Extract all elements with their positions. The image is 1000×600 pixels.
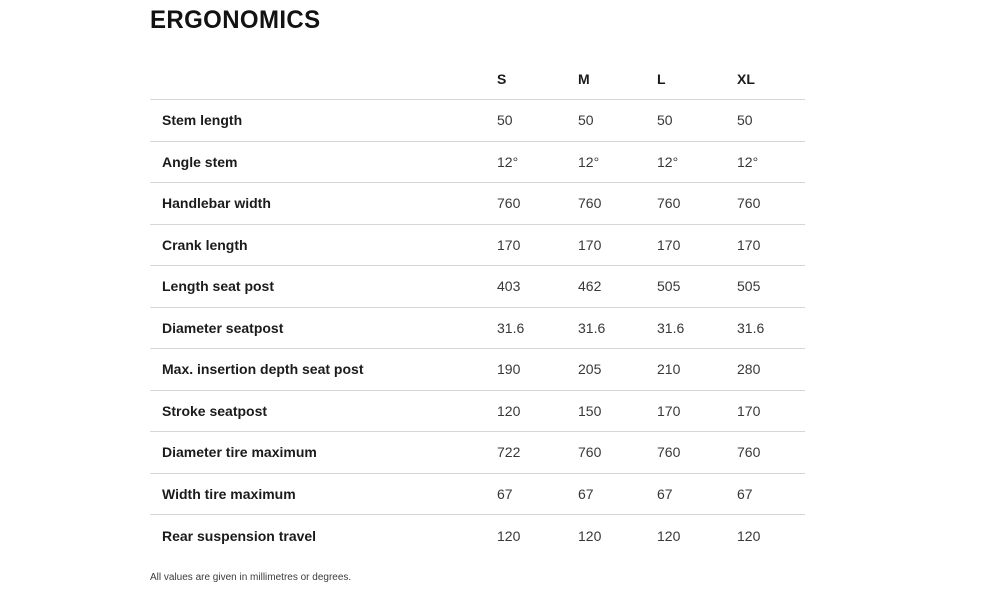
row-value-m: 120 <box>578 527 602 544</box>
row-value-xl: 120 <box>737 527 761 544</box>
row-value-l: 760 <box>657 444 681 461</box>
row-value-xl: 67 <box>737 485 753 502</box>
row-label: Rear suspension travel <box>162 527 317 544</box>
row-label: Max. insertion depth seat post <box>162 361 364 378</box>
ergonomics-table: S M L XL Stem length 50 50 50 50 Angle s… <box>150 34 805 557</box>
row-label: Angle stem <box>162 153 238 170</box>
row-value-l: 67 <box>657 485 673 502</box>
table-row: Diameter tire maximum 722 760 760 760 <box>150 432 805 474</box>
row-value-xl: 280 <box>737 361 761 378</box>
row-value-m: 31.6 <box>578 319 606 336</box>
row-value-xl: 31.6 <box>737 319 765 336</box>
table-row: Stroke seatpost 120 150 170 170 <box>150 391 805 432</box>
row-value-l: 210 <box>657 361 681 378</box>
table-row: Stem length 50 50 50 50 <box>150 100 805 142</box>
row-value-m: 170 <box>578 236 602 253</box>
row-value-m: 67 <box>578 485 594 502</box>
row-value-xl: 50 <box>737 112 753 129</box>
row-label: Crank length <box>162 236 248 253</box>
row-value-s: 50 <box>497 112 513 129</box>
row-value-m: 150 <box>578 402 602 419</box>
row-value-s: 31.6 <box>497 319 525 336</box>
row-value-s: 722 <box>497 444 521 461</box>
table-row: Max. insertion depth seat post 190 205 2… <box>150 349 805 391</box>
footnote: All values are given in millimetres or d… <box>150 571 352 583</box>
row-value-m: 50 <box>578 112 594 129</box>
row-value-m: 12° <box>578 153 600 170</box>
table-row: Length seat post 403 462 505 505 <box>150 266 805 308</box>
table-row: Diameter seatpost 31.6 31.6 31.6 31.6 <box>150 308 805 349</box>
row-value-l: 505 <box>657 278 681 295</box>
row-label: Handlebar width <box>162 195 271 212</box>
row-value-l: 31.6 <box>657 319 685 336</box>
row-value-xl: 170 <box>737 402 761 419</box>
row-label: Length seat post <box>162 278 275 295</box>
row-value-l: 170 <box>657 402 681 419</box>
table-row: Crank length 170 170 170 170 <box>150 225 805 266</box>
row-label: Stem length <box>162 112 243 129</box>
table-row: Rear suspension travel 120 120 120 120 <box>150 515 805 557</box>
page-title: ERGONOMICS <box>150 6 321 34</box>
table-row: Angle stem 12° 12° 12° 12° <box>150 142 805 183</box>
row-value-s: 120 <box>497 402 521 419</box>
row-value-m: 462 <box>578 278 602 295</box>
table-body: Stem length 50 50 50 50 Angle stem 12° 1… <box>150 100 805 557</box>
row-value-l: 170 <box>657 236 681 253</box>
row-value-s: 403 <box>497 278 521 295</box>
column-header-l: L <box>657 71 666 87</box>
row-label: Width tire maximum <box>162 485 296 502</box>
column-header-xl: XL <box>737 71 755 87</box>
row-value-s: 760 <box>497 195 521 212</box>
row-value-s: 170 <box>497 236 521 253</box>
column-header-m: M <box>578 71 590 87</box>
row-value-xl: 170 <box>737 236 761 253</box>
row-label: Diameter seatpost <box>162 319 284 336</box>
row-value-m: 760 <box>578 444 602 461</box>
row-value-l: 120 <box>657 527 681 544</box>
row-value-s: 190 <box>497 361 521 378</box>
row-label: Diameter tire maximum <box>162 444 317 461</box>
row-label: Stroke seatpost <box>162 402 268 419</box>
row-value-l: 50 <box>657 112 673 129</box>
table-row: Width tire maximum 67 67 67 67 <box>150 474 805 515</box>
row-value-xl: 505 <box>737 278 761 295</box>
row-value-xl: 760 <box>737 195 761 212</box>
row-value-m: 205 <box>578 361 602 378</box>
row-value-s: 120 <box>497 527 521 544</box>
row-value-m: 760 <box>578 195 602 212</box>
ergonomics-section: ERGONOMICS S M L XL Stem length 50 50 50… <box>150 6 805 583</box>
column-header-s: S <box>497 71 507 87</box>
row-value-l: 12° <box>657 153 679 170</box>
table-header-spacer <box>150 87 497 99</box>
row-value-s: 67 <box>497 485 513 502</box>
row-value-xl: 760 <box>737 444 761 461</box>
row-value-l: 760 <box>657 195 681 212</box>
row-value-xl: 12° <box>737 153 759 170</box>
row-value-s: 12° <box>497 153 519 170</box>
table-row: Handlebar width 760 760 760 760 <box>150 183 805 225</box>
table-header-row: S M L XL <box>150 34 805 100</box>
